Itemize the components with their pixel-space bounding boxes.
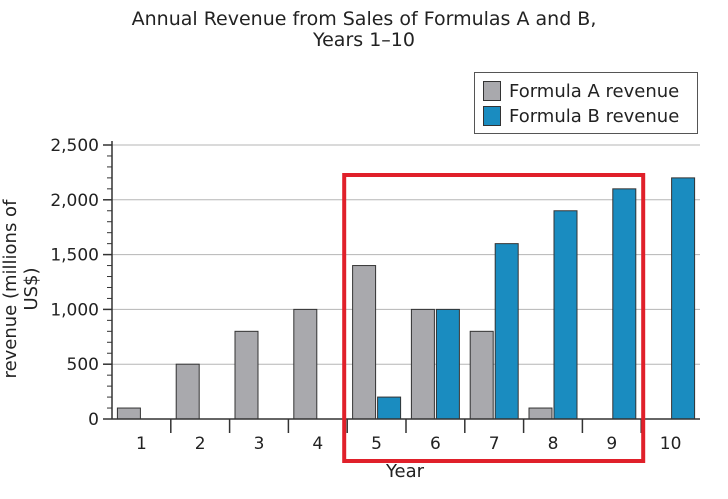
bar-formula-b-year-10 (671, 177, 696, 420)
x-tick-label: 8 (548, 434, 559, 454)
x-tick-label: 6 (430, 434, 441, 454)
y-tick-label: 1,000 (50, 300, 99, 320)
y-tick-label: 2,000 (50, 191, 99, 211)
bar-formula-b-year-8 (553, 210, 578, 420)
x-tick-label: 1 (136, 434, 147, 454)
bar-formula-b-year-5 (377, 396, 402, 420)
bar-formula-b-year-6 (435, 308, 460, 420)
x-tick-label: 5 (371, 434, 382, 454)
bar-formula-a-year-5 (352, 265, 377, 420)
bar-formula-a-year-6 (410, 308, 435, 420)
bar-formula-a-year-8 (528, 407, 553, 420)
bar-formula-b-year-9 (612, 188, 637, 420)
bar-formula-a-year-4 (293, 308, 318, 420)
y-tick-label: 500 (67, 355, 99, 375)
legend-item-formula-a: Formula A revenue (483, 79, 679, 103)
legend-swatch-formula-b (483, 106, 501, 126)
chart-title: Annual Revenue from Sales of Formulas A … (131, 8, 597, 30)
y-tick-label: 0 (88, 410, 99, 430)
y-tick-label: 1,500 (50, 246, 99, 266)
bar-formula-a-year-7 (469, 330, 494, 420)
x-axis-label: Year (385, 461, 425, 482)
y-axis-label: revenue (millions of US$) (0, 199, 42, 379)
chart-subtitle: Years 1–10 (313, 29, 415, 51)
legend-item-formula-b: Formula B revenue (483, 104, 679, 128)
x-tick-label: 10 (660, 434, 682, 454)
bar-formula-a-year-2 (175, 363, 200, 420)
legend-swatch-formula-a (483, 81, 501, 101)
bar-formula-a-year-3 (234, 330, 259, 420)
x-tick-label: 9 (606, 434, 617, 454)
bar-formula-b-year-7 (494, 243, 519, 420)
x-tick-label: 7 (489, 434, 500, 454)
legend-label-formula-a: Formula A revenue (509, 80, 680, 102)
legend-label-formula-b: Formula B revenue (509, 105, 680, 127)
x-tick-label: 4 (312, 434, 323, 454)
chart-legend: Formula A revenue Formula B revenue (474, 72, 698, 134)
highlight-box (342, 173, 646, 463)
x-tick-label: 2 (195, 434, 206, 454)
bar-formula-a-year-1 (116, 407, 141, 420)
y-tick-label: 2,500 (50, 136, 99, 156)
x-tick-label: 3 (254, 434, 265, 454)
